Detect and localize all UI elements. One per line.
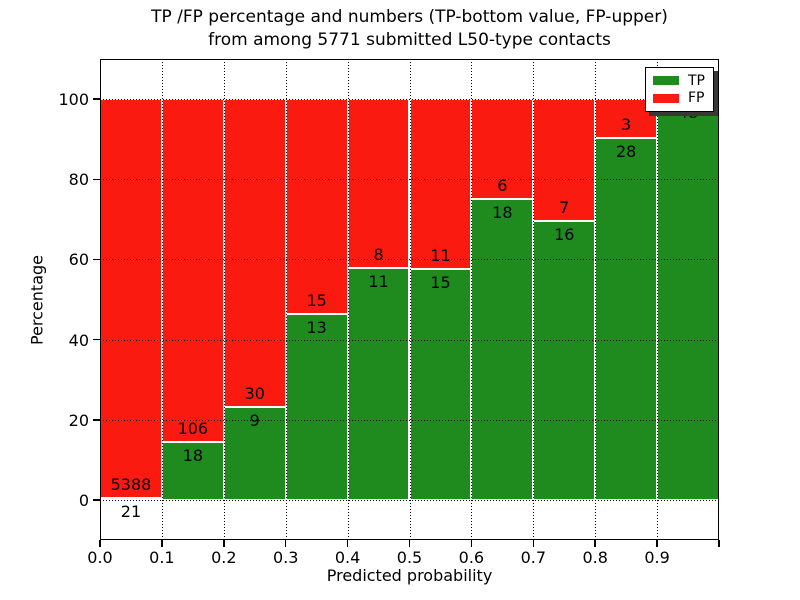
x-tick-mark [346,540,349,547]
legend-item-fp: FP [653,91,706,105]
bar-count-label-fp: 15 [306,290,327,310]
x-tick-mark [161,540,163,547]
x-tick-mark [99,540,101,547]
x-tick-mark [594,540,596,547]
bar-count-label-tp: 21 [120,502,142,522]
gridline-vertical [223,59,225,540]
bar-count-label-fp: 6 [497,176,508,196]
bar-segment-fp [471,99,534,200]
x-tick-label: 0.0 [87,548,113,567]
x-tick-label: 0.8 [582,548,608,567]
bar-segment-tp [161,441,224,500]
bar-segment-tp [595,137,658,500]
bar-count-label-fp: 106 [177,418,209,438]
x-tick-label: 0.9 [644,548,670,567]
bar-count-label-fp: 7 [559,198,570,218]
bar-count-label-tp: 18 [492,203,513,223]
bar-segment-fp [347,99,410,268]
bar-count-label-tp: 18 [182,445,204,465]
gridline-vertical [347,59,349,540]
bar-segment-tp [409,268,472,500]
gridline-vertical [595,59,597,540]
x-tick-label: 0.7 [520,548,547,567]
x-tick-mark [284,540,287,547]
fp-swatch-icon [653,93,679,103]
y-tick-mark [93,338,100,341]
bar-count-label-fp: 8 [373,244,384,264]
bar-segment-tp [347,267,410,500]
y-tick-mark [93,98,100,100]
y-tick-mark [93,419,100,421]
gridline-vertical [471,59,473,540]
x-tick-label: 0.5 [396,548,423,567]
bar-count-label-fp: 5388 [110,475,152,495]
y-axis-label: Percentage [27,254,47,346]
bar-count-label-fp: 3 [621,114,632,134]
legend-label-tp: TP [688,72,705,89]
bar-segment-fp [409,99,472,269]
x-tick-label: 0.3 [272,548,299,567]
x-tick-mark [223,540,225,547]
x-tick-mark [718,540,720,547]
y-tick-label: 100 [58,90,89,110]
bar-segment-tp [657,99,719,500]
y-tick-label: 0 [78,490,89,510]
bar-count-label-tp: 9 [249,411,260,431]
bar-segment-fp [285,99,348,314]
gridline-vertical [285,59,287,540]
gridline-vertical [533,59,535,540]
bar-segment-fp [100,99,162,499]
legend-item-tp: TP [653,74,706,88]
chart-title: TP /FP percentage and numbers (TP-bottom… [100,6,719,52]
bar-count-label-tp: 16 [554,225,575,245]
bar-count-label-tp: 13 [306,317,327,337]
x-tick-label: 0.4 [334,548,361,567]
gridline-vertical [409,59,411,540]
bar-count-label-tp: 11 [368,271,389,291]
y-tick-label: 60 [68,250,89,270]
legend-label-fp: FP [688,90,705,107]
y-tick-mark [93,258,100,261]
bar-count-label-fp: 30 [244,384,265,404]
plot-area: TP FP 5388 21 106 18 30 9 15 13 8 11 11 15 6 18 7 16 3 28… [100,59,719,540]
gridline-vertical [657,59,659,540]
bar-count-label-fp: 11 [430,245,451,265]
chart-title-line2: from among 5771 submitted L50-type conta… [208,30,611,50]
y-tick-label: 80 [68,170,89,190]
y-tick-mark [93,178,100,180]
x-tick-mark [656,540,658,547]
x-tick-label: 0.2 [211,548,237,567]
gridline-vertical [161,59,163,540]
y-tick-mark [93,499,100,501]
bar-count-label-tp: 15 [430,272,451,292]
bar-segment-fp [223,99,286,408]
x-tick-label: 0.6 [458,548,485,567]
x-axis-label: Predicted probability [326,566,493,585]
bar-segment-tp [533,221,596,500]
chart-title-line1: TP /FP percentage and numbers (TP-bottom… [151,7,668,27]
bar-segment-fp [161,99,224,442]
bar-segment-tp [471,199,534,500]
bar-segment-tp [285,313,348,500]
y-tick-label: 20 [68,410,89,430]
bar-segment-tp [223,407,286,500]
x-tick-label: 0.1 [149,548,175,567]
x-tick-mark [532,540,535,547]
legend: TP FP [645,67,714,112]
bar-count-label-tp: 28 [615,141,637,161]
x-tick-mark [470,540,473,547]
tp-swatch-icon [653,76,679,86]
y-tick-label: 40 [68,330,89,350]
x-tick-mark [408,540,411,547]
